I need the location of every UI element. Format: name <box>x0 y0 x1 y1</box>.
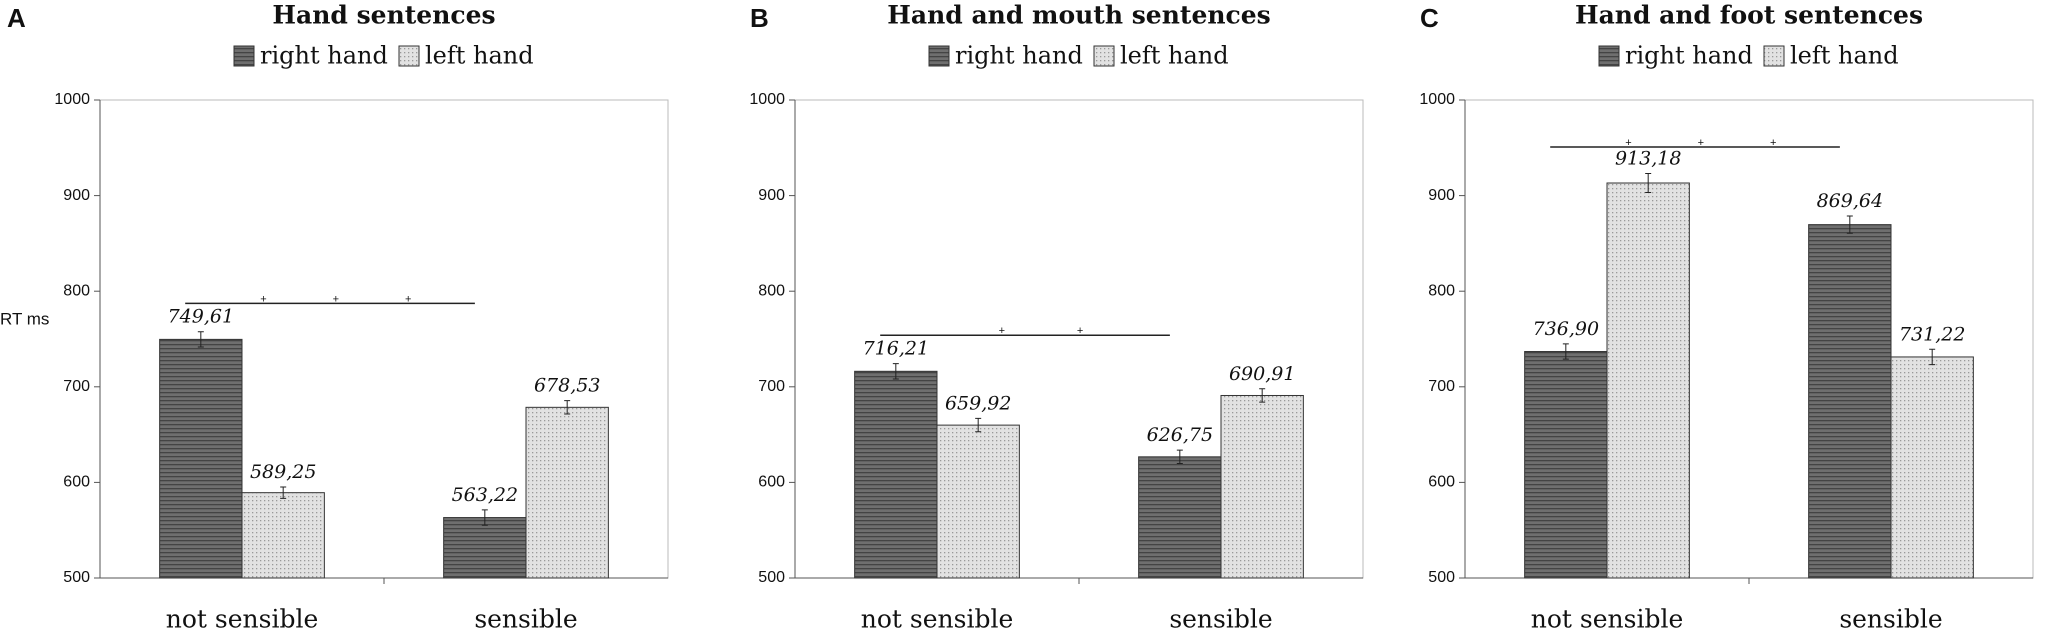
significance-mark: + <box>1698 137 1704 149</box>
error-bar <box>564 400 571 415</box>
bar <box>1138 456 1222 579</box>
error-bar <box>1259 388 1266 403</box>
bar <box>936 424 1020 579</box>
y-tick-label: 500 <box>758 569 785 586</box>
error-bar <box>280 486 287 499</box>
legend-swatch <box>233 45 255 67</box>
data-label: 678,53 <box>534 375 600 397</box>
legend-swatch <box>398 45 420 67</box>
y-tick-label: 500 <box>63 569 90 586</box>
y-tick-label: 700 <box>1428 378 1455 395</box>
y-tick-label: 600 <box>63 474 90 491</box>
y-tick-label: 900 <box>63 187 90 204</box>
bar <box>1524 351 1608 579</box>
error-bar <box>1645 172 1652 194</box>
error-bar <box>481 509 488 526</box>
y-tick-label: 800 <box>1428 282 1455 299</box>
data-label: 626,75 <box>1147 424 1213 446</box>
y-axis-label: RT ms <box>0 309 49 328</box>
data-label: 589,25 <box>250 461 316 483</box>
bar <box>159 338 243 579</box>
error-bar <box>1176 449 1183 465</box>
bar <box>241 492 325 579</box>
data-label: 731,22 <box>1899 323 1965 345</box>
y-tick-label: 1000 <box>54 91 90 108</box>
legend-swatch <box>1763 45 1785 67</box>
bar <box>443 517 527 579</box>
significance-mark: + <box>1077 325 1083 337</box>
legend-label: left hand <box>1120 42 1229 70</box>
y-tick-label: 900 <box>758 187 785 204</box>
error-bar <box>1929 348 1936 366</box>
significance-mark: + <box>1625 137 1631 149</box>
legend-label: right hand <box>1625 42 1753 70</box>
error-bar <box>892 363 899 380</box>
x-tick-label: not sensible <box>861 605 1014 634</box>
x-tick-label: sensible <box>1169 605 1272 634</box>
legend-label: left hand <box>425 42 534 70</box>
data-label: 563,22 <box>452 484 518 506</box>
error-bar <box>1846 215 1853 234</box>
legend-swatch <box>928 45 950 67</box>
bar <box>1808 224 1892 579</box>
legend-label: left hand <box>1790 42 1899 70</box>
legend-swatch <box>1598 45 1620 67</box>
panel-letter: C <box>1420 3 1439 33</box>
y-tick-label: 800 <box>63 282 90 299</box>
legend-swatch <box>1093 45 1115 67</box>
significance-mark: + <box>999 325 1005 337</box>
y-tick-label: 1000 <box>1419 91 1455 108</box>
data-label: 659,92 <box>945 392 1011 414</box>
chart-title: Hand and mouth sentences <box>887 1 1270 30</box>
chart-title: Hand sentences <box>272 1 495 30</box>
y-tick-label: 800 <box>758 282 785 299</box>
significance-mark: + <box>1770 137 1776 149</box>
x-tick-label: not sensible <box>166 605 319 634</box>
bar <box>1220 394 1304 579</box>
y-tick-label: 900 <box>1428 187 1455 204</box>
y-tick-label: 600 <box>1428 474 1455 491</box>
bar <box>1890 356 1974 579</box>
data-label: 913,18 <box>1615 147 1681 169</box>
y-tick-label: 700 <box>63 378 90 395</box>
x-tick-label: sensible <box>474 605 577 634</box>
significance-mark: + <box>405 293 411 305</box>
bar <box>1606 182 1690 579</box>
legend-label: right hand <box>955 42 1083 70</box>
error-bar <box>975 417 982 433</box>
data-label: 869,64 <box>1817 190 1883 212</box>
x-tick-label: not sensible <box>1531 605 1684 634</box>
x-tick-label: sensible <box>1839 605 1942 634</box>
data-label: 716,21 <box>863 338 929 360</box>
y-tick-label: 500 <box>1428 569 1455 586</box>
panel-letter: A <box>7 3 26 33</box>
error-bar <box>197 331 204 348</box>
error-bar <box>1562 343 1569 360</box>
y-tick-label: 700 <box>758 378 785 395</box>
data-label: 749,61 <box>168 306 234 328</box>
panel-letter: B <box>750 3 769 33</box>
legend-label: right hand <box>260 42 388 70</box>
significance-mark: + <box>260 293 266 305</box>
bar <box>525 406 609 579</box>
significance-mark: + <box>333 293 339 305</box>
chart-title: Hand and foot sentences <box>1575 1 1923 30</box>
bar <box>854 370 938 579</box>
data-label: 736,90 <box>1533 318 1599 340</box>
y-tick-label: 600 <box>758 474 785 491</box>
data-label: 690,91 <box>1229 363 1295 385</box>
y-tick-label: 1000 <box>749 91 785 108</box>
